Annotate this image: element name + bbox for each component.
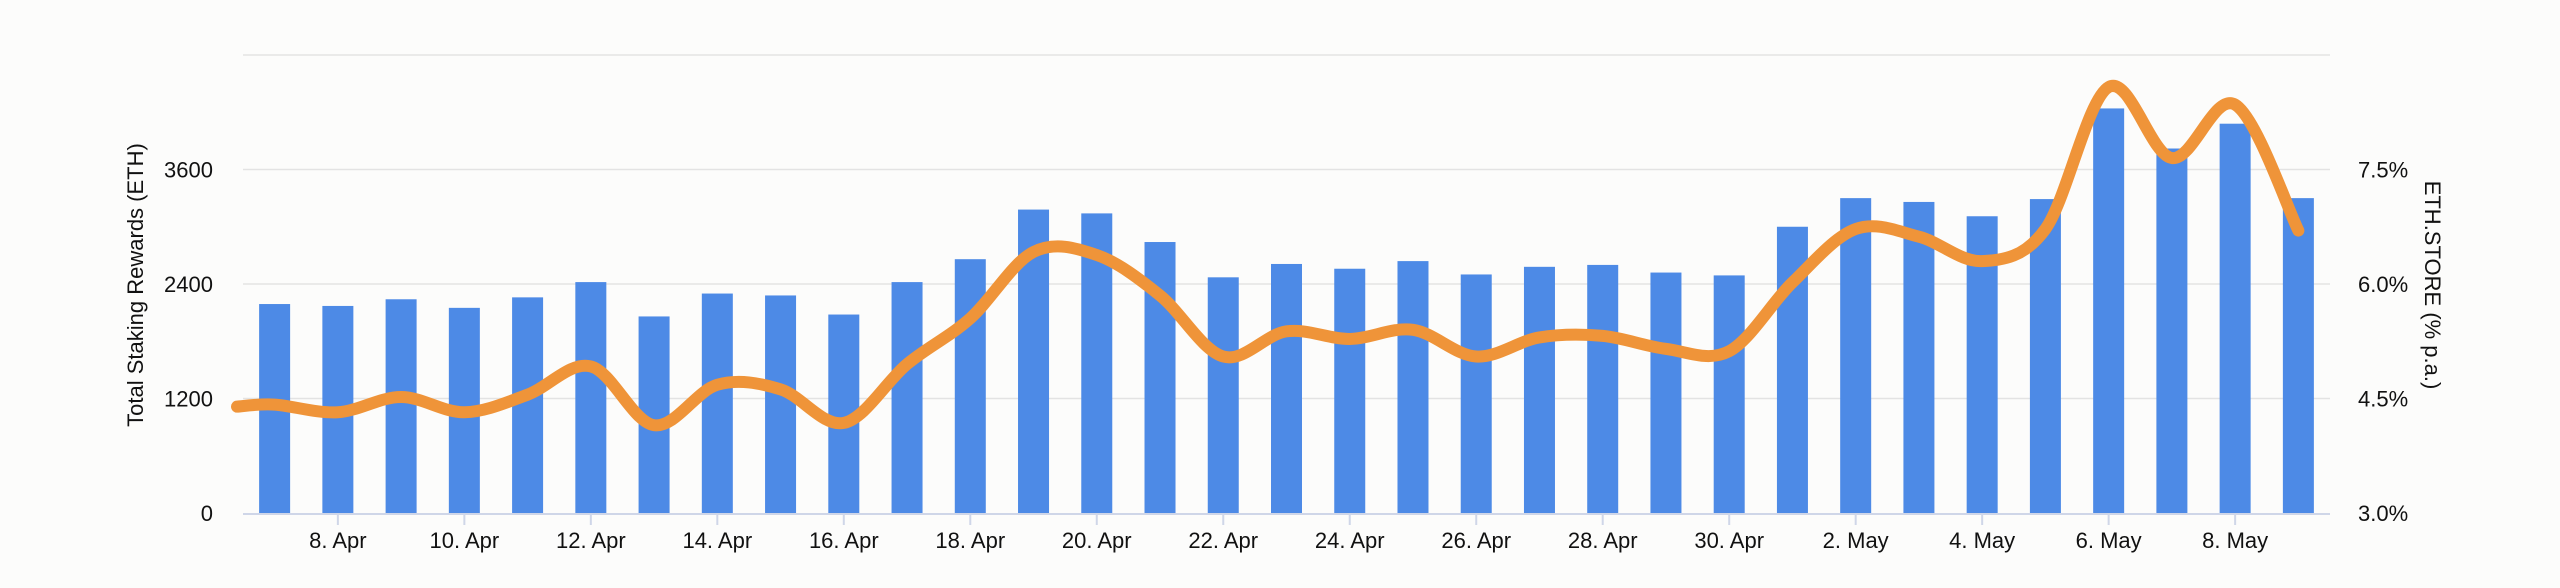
- x-tick-label: 30. Apr: [1694, 528, 1764, 553]
- x-tick-label: 20. Apr: [1062, 528, 1132, 553]
- x-tick-label: 22. Apr: [1188, 528, 1258, 553]
- bar: [1650, 272, 1682, 513]
- x-tick-label: 24. Apr: [1315, 528, 1385, 553]
- bar: [2093, 108, 2125, 513]
- y-left-tick-label: 3600: [164, 158, 213, 183]
- x-tick-label: 18. Apr: [935, 528, 1005, 553]
- bar: [1713, 275, 1745, 513]
- bar: [1271, 263, 1302, 513]
- bar: [765, 295, 797, 513]
- bar: [512, 297, 544, 513]
- x-tick-label: 4. May: [1949, 528, 2015, 553]
- x-tick-label: 16. Apr: [809, 528, 879, 553]
- line-series: [231, 80, 2305, 432]
- bar: [701, 293, 733, 513]
- bar: [575, 282, 607, 513]
- x-tick-label: 8. Apr: [309, 528, 366, 553]
- bar: [954, 259, 986, 513]
- y-axis-right-title: ETH.STORE (% p.a.): [2420, 181, 2445, 390]
- bar: [2282, 198, 2314, 513]
- eth-store-line: [231, 80, 2305, 432]
- bar: [1334, 268, 1366, 513]
- x-tick-label: 2. May: [1823, 528, 1889, 553]
- bar: [1523, 266, 1555, 513]
- y-right-tick-label: 4.5%: [2358, 387, 2408, 412]
- bar: [2219, 123, 2251, 513]
- y-right-tick-label: 7.5%: [2358, 158, 2408, 183]
- bar: [1840, 198, 1872, 513]
- y-left-tick-label: 2400: [164, 272, 213, 297]
- bar: [891, 282, 923, 513]
- x-tick-label: 6. May: [2076, 528, 2142, 553]
- bar: [1397, 261, 1429, 513]
- y-left-tick-label: 0: [201, 501, 213, 526]
- bar: [2156, 148, 2188, 513]
- bar: [1460, 274, 1492, 513]
- bar: [2029, 199, 2061, 513]
- bar: [1903, 201, 1935, 514]
- x-tick-label: 26. Apr: [1441, 528, 1511, 553]
- bar: [1587, 264, 1619, 513]
- x-tick-label: 8. May: [2202, 528, 2268, 553]
- y-left-tick-label: 1200: [164, 387, 213, 412]
- x-tick-label: 28. Apr: [1568, 528, 1638, 553]
- axes: 0 1200 2400 3600 3.0% 4.5% 6.0% 7.5% 8. Apr 10. A…: [164, 158, 2408, 554]
- x-tick-label: 12. Apr: [556, 528, 626, 553]
- bar: [385, 299, 417, 513]
- y-right-tick-label: 3.0%: [2358, 501, 2408, 526]
- y-right-tick-label: 6.0%: [2358, 272, 2408, 297]
- bar-series: [259, 108, 2314, 514]
- y-axis-left-title: Total Staking Rewards (ETH): [123, 143, 148, 427]
- x-tick-label: 10. Apr: [429, 528, 499, 553]
- x-tick-label: 14. Apr: [682, 528, 752, 553]
- bar: [1207, 277, 1239, 513]
